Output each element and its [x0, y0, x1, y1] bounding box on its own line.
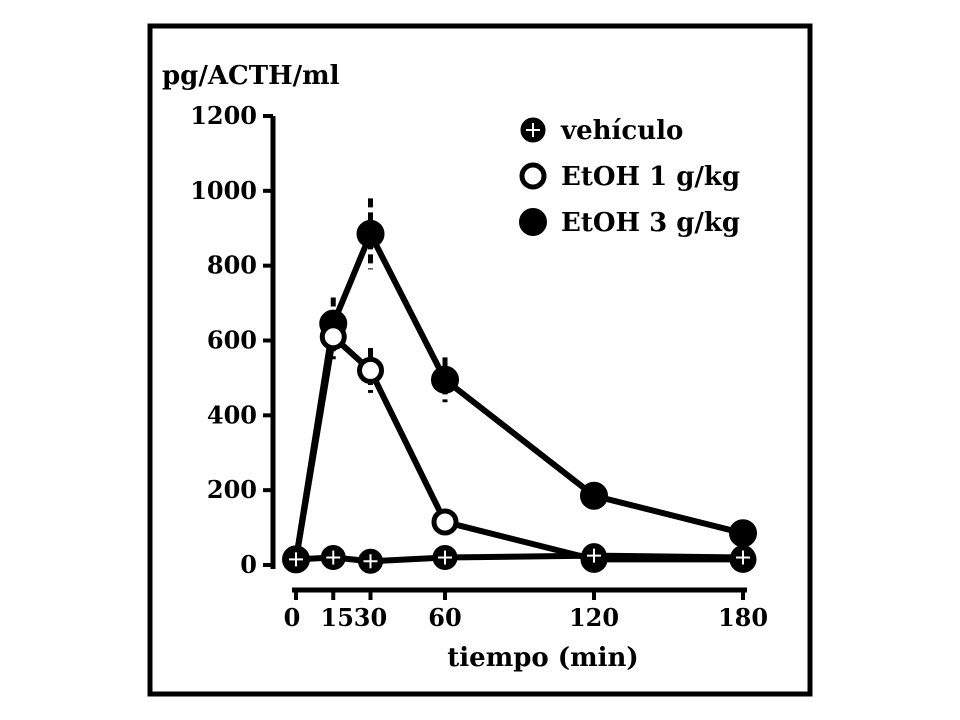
data-point	[580, 481, 608, 510]
legend-item: EtOH 3 g/kg	[519, 208, 740, 238]
data-point	[431, 508, 459, 536]
y-tick-label: 1200	[190, 101, 257, 130]
chart-frame	[147, 23, 813, 697]
series-line	[293, 333, 743, 563]
marker-ring	[357, 356, 384, 384]
y-tick-label: 800	[207, 251, 257, 280]
y-tick-label: 200	[207, 475, 257, 504]
x-tick-label: 60	[428, 603, 461, 632]
series-1	[283, 543, 756, 574]
legend-marker	[519, 162, 547, 190]
legend-item: vehículo	[520, 116, 683, 146]
marker-disc	[729, 519, 757, 548]
y-tick-label: 400	[207, 400, 257, 429]
x-tick-label: 120	[569, 603, 619, 632]
axes: 0 200 400 600 800 1000 1200 0 15 30 60 120 180	[190, 101, 768, 632]
x-tick-label: 30	[354, 603, 387, 632]
legend-marker	[520, 117, 546, 143]
x-tick-label: 180	[718, 603, 768, 632]
series-layer	[282, 198, 757, 574]
y-axis-title: pg/ACTH/ml	[162, 61, 340, 91]
data-point	[730, 545, 756, 571]
data-point	[356, 219, 385, 248]
data-point	[358, 548, 383, 574]
data-point	[319, 323, 347, 351]
marker-ring	[431, 508, 459, 536]
x-axis-title: tiempo (min)	[447, 643, 638, 673]
x-tick-label: 15	[321, 603, 354, 632]
data-point	[357, 356, 384, 384]
data-point	[729, 519, 757, 548]
data-point	[581, 543, 607, 569]
data-point	[432, 545, 458, 571]
data-point	[283, 546, 309, 572]
legend: vehículo EtOH 1 g/kg EtOH 3 g/kg	[519, 116, 740, 238]
marker-disc	[519, 208, 547, 236]
legend-label: EtOH 1 g/kg	[561, 162, 740, 192]
legend-marker	[519, 208, 547, 236]
y-tick-label: 600	[207, 326, 257, 355]
legend-label: vehículo	[560, 116, 683, 146]
x-tick-label: 0	[284, 603, 301, 632]
marker-ring	[519, 162, 547, 190]
marker-disc	[431, 365, 459, 394]
data-point	[431, 365, 459, 394]
y-tick-label: 1000	[190, 176, 257, 205]
data-point	[320, 545, 346, 571]
legend-item: EtOH 1 g/kg	[519, 162, 740, 192]
y-tick-label: 0	[240, 550, 257, 579]
legend-label: EtOH 3 g/kg	[561, 208, 740, 238]
marker-disc	[580, 481, 608, 510]
marker-ring	[319, 323, 347, 351]
marker-disc	[356, 219, 385, 248]
